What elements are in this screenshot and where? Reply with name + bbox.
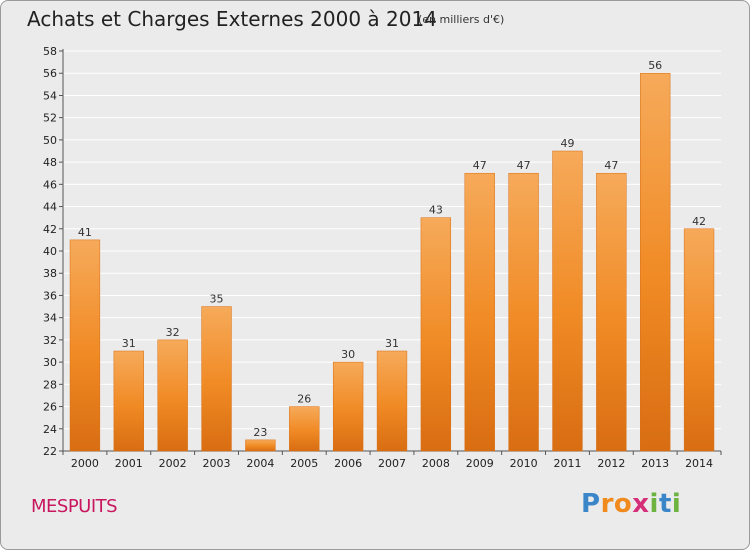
- y-tick-label: 50: [43, 134, 57, 147]
- bar-2014: [683, 228, 715, 452]
- chart-title: Achats et Charges Externes 2000 à 2014: [27, 7, 437, 31]
- logo-letter: t: [658, 489, 672, 519]
- bar-2007: [376, 350, 408, 452]
- bar-2001: [113, 350, 144, 452]
- y-tick-label: 56: [43, 67, 57, 80]
- x-tick-label-2004: 2004: [246, 457, 274, 470]
- x-tick-label-2000: 2000: [71, 457, 99, 470]
- value-label-2006: 30: [341, 348, 355, 361]
- bar-2006: [332, 361, 364, 452]
- x-tick-label-2013: 2013: [641, 457, 669, 470]
- value-label-2014: 42: [692, 215, 706, 228]
- commune-name: MESPUITS: [31, 496, 118, 517]
- bar-2000: [69, 239, 101, 452]
- logo-letter: i: [671, 489, 682, 519]
- x-tick-label-2001: 2001: [115, 457, 143, 470]
- value-label-2008: 43: [429, 204, 443, 217]
- bar-2013: [640, 72, 671, 452]
- value-label-2005: 26: [297, 393, 311, 406]
- y-tick-label: 46: [43, 178, 57, 191]
- y-tick-label: 34: [43, 312, 57, 325]
- bar-2012: [596, 172, 627, 452]
- y-tick-label: 32: [43, 334, 57, 347]
- value-label-2011: 49: [560, 137, 574, 150]
- chart-subtitle: (en milliers d'€): [418, 13, 505, 26]
- logo-letter: i: [649, 489, 659, 519]
- y-tick-label: 28: [43, 378, 57, 391]
- y-tick-label: 40: [43, 245, 57, 258]
- x-tick-label-2003: 2003: [203, 457, 231, 470]
- logo-letter: o: [613, 489, 633, 519]
- y-tick-label: 42: [43, 223, 57, 236]
- value-label-2004: 23: [253, 426, 267, 439]
- proxiti-logo[interactable]: Proxiti: [581, 489, 681, 519]
- value-label-2003: 35: [210, 293, 224, 306]
- value-label-2001: 31: [122, 337, 136, 350]
- x-tick-label-2002: 2002: [159, 457, 187, 470]
- bar-2004: [245, 439, 276, 452]
- y-tick-label: 38: [43, 267, 57, 280]
- value-label-2012: 47: [604, 159, 618, 172]
- bar-2003: [201, 306, 232, 452]
- value-label-2007: 31: [385, 337, 399, 350]
- x-tick-label-2012: 2012: [597, 457, 625, 470]
- y-tick-label: 52: [43, 112, 57, 125]
- x-tick-label-2007: 2007: [378, 457, 406, 470]
- logo-letter: P: [581, 489, 601, 519]
- value-label-2009: 47: [473, 159, 487, 172]
- bar-2010: [508, 172, 539, 452]
- x-tick-label-2010: 2010: [510, 457, 538, 470]
- x-tick-label-2008: 2008: [422, 457, 450, 470]
- value-label-2010: 47: [517, 159, 531, 172]
- y-tick-label: 44: [43, 201, 57, 214]
- bar-2009: [464, 172, 495, 452]
- value-label-2002: 32: [166, 326, 180, 339]
- labels: 22 24 26 28 30 32 34 36 38 40 42 44 46 48 50 52 54 56 58 41…: [43, 45, 713, 470]
- y-tick-label: 36: [43, 289, 57, 302]
- value-label-2000: 41: [78, 226, 92, 239]
- bar-2005: [289, 406, 320, 452]
- x-tick-label-2014: 2014: [685, 457, 713, 470]
- bar-2011: [552, 150, 583, 452]
- y-tick-label: 48: [43, 156, 57, 169]
- value-label-2013: 56: [648, 59, 662, 72]
- y-tick-label: 22: [43, 445, 57, 458]
- x-tick-label-2009: 2009: [466, 457, 494, 470]
- bar-2002: [157, 339, 188, 452]
- logo-letter: r: [600, 489, 614, 519]
- logo-letter: x: [632, 489, 650, 519]
- y-tick-label: 58: [43, 45, 57, 58]
- y-tick-label: 24: [43, 423, 57, 436]
- bars: [69, 72, 715, 452]
- y-tick-label: 26: [43, 401, 57, 414]
- y-tick-label: 54: [43, 89, 57, 102]
- bar-2008: [420, 217, 452, 452]
- x-tick-label-2006: 2006: [334, 457, 362, 470]
- x-tick-label-2005: 2005: [290, 457, 318, 470]
- x-tick-label-2011: 2011: [553, 457, 581, 470]
- y-tick-label: 30: [43, 356, 57, 369]
